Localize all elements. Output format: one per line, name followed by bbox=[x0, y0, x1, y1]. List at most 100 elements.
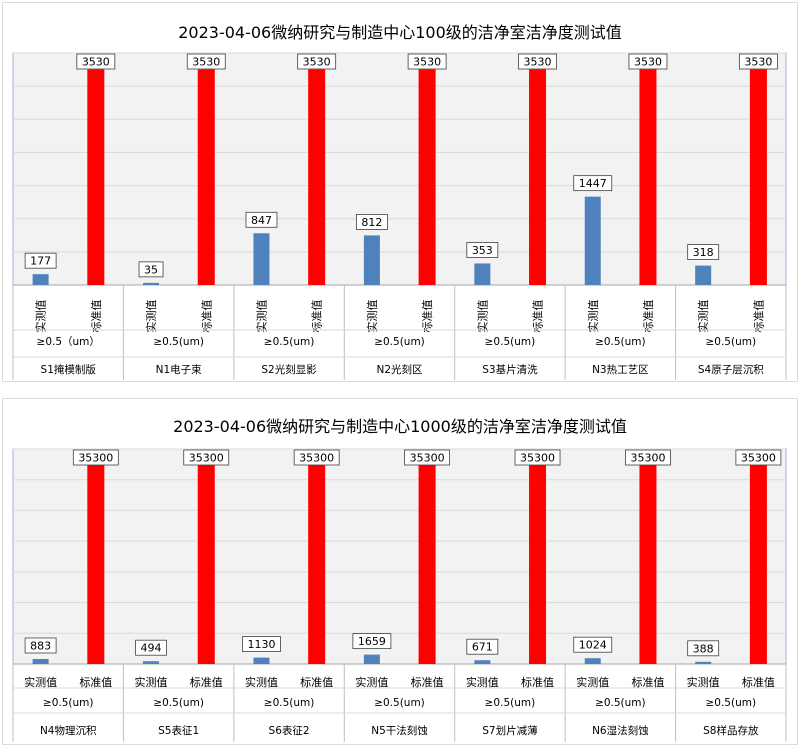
series-tick-label: 标准值 bbox=[631, 675, 664, 689]
series-tick-label: 标准值 bbox=[300, 675, 333, 689]
chart-panel-100: 2023-04-06微纳研究与制造中心100级的洁净室洁净度测试值 177 实测值… bbox=[2, 2, 798, 382]
size-label: ≥0.5(um) bbox=[485, 697, 536, 709]
chart-panel-1000: 2023-04-06微纳研究与制造中心1000级的洁净室洁净度测试值 883 实测… bbox=[2, 398, 798, 745]
data-label-box bbox=[242, 636, 281, 653]
data-label-box bbox=[355, 214, 388, 230]
data-label-box bbox=[297, 53, 337, 70]
chart-title: 2023-04-06微纳研究与制造中心100级的洁净室洁净度测试值 bbox=[178, 23, 622, 42]
plot-area bbox=[12, 448, 787, 665]
size-label: ≥0.5(um) bbox=[374, 336, 425, 348]
category-label: S1掩模制版 bbox=[41, 363, 97, 376]
category-label: S5表征1 bbox=[158, 724, 199, 737]
data-label: 35300 bbox=[189, 452, 224, 465]
category-label: S4原子层沉积 bbox=[698, 363, 764, 376]
series-tick-label: 实测值 bbox=[34, 300, 48, 333]
series-tick-label: 标准值 bbox=[89, 300, 103, 333]
data-label: 1447 bbox=[579, 177, 607, 190]
series-tick-label: 标准值 bbox=[310, 300, 324, 333]
data-label: 35300 bbox=[410, 452, 445, 465]
size-label: ≥0.5(um) bbox=[595, 336, 646, 348]
bar bbox=[32, 659, 49, 664]
bar bbox=[253, 657, 270, 664]
category-label: N3热工艺区 bbox=[592, 363, 649, 376]
data-label: 671 bbox=[472, 641, 493, 654]
category-label: S8样品存放 bbox=[703, 724, 759, 737]
category-label: N6湿法刻蚀 bbox=[592, 724, 649, 737]
data-label-box bbox=[352, 633, 392, 650]
data-label-box bbox=[183, 449, 230, 466]
size-label: ≥0.5(um) bbox=[264, 336, 315, 348]
series-tick-label: 实测值 bbox=[576, 675, 609, 689]
series-tick-label: 标准值 bbox=[420, 300, 434, 333]
data-label: 177 bbox=[30, 255, 51, 268]
data-label: 388 bbox=[693, 642, 714, 655]
data-label-box bbox=[466, 638, 499, 655]
data-label: 3530 bbox=[634, 56, 662, 69]
category-label: S6表征2 bbox=[269, 724, 310, 737]
bar bbox=[143, 661, 160, 664]
size-label: ≥0.5(um) bbox=[705, 697, 756, 709]
bar bbox=[639, 69, 657, 285]
series-tick-label: 实测值 bbox=[135, 675, 168, 689]
data-label: 1659 bbox=[358, 635, 386, 648]
data-label-box bbox=[628, 53, 668, 70]
size-label: ≥0.5(um) bbox=[43, 697, 94, 709]
series-tick-label: 标准值 bbox=[411, 675, 444, 689]
size-label: ≥0.5（um） bbox=[37, 336, 100, 348]
data-label-box bbox=[24, 252, 57, 269]
bar bbox=[529, 464, 547, 664]
category-label: N4物理沉积 bbox=[40, 724, 97, 737]
bar bbox=[584, 196, 601, 285]
bar bbox=[529, 69, 547, 285]
data-label: 1024 bbox=[579, 639, 607, 652]
data-label-box bbox=[735, 449, 782, 466]
data-label-box bbox=[466, 242, 499, 258]
bar bbox=[87, 464, 105, 664]
data-label-box bbox=[738, 53, 778, 70]
size-label: ≥0.5(um) bbox=[264, 697, 315, 709]
data-label: 3530 bbox=[744, 56, 772, 69]
category-label: N2光刻区 bbox=[376, 363, 422, 376]
data-label: 3530 bbox=[524, 56, 552, 69]
data-label: 35 bbox=[144, 263, 158, 276]
category-label: S3基片清洗 bbox=[482, 363, 538, 376]
data-label: 318 bbox=[693, 246, 714, 259]
series-tick-label: 实测值 bbox=[466, 675, 499, 689]
series-tick-label: 实测值 bbox=[144, 300, 158, 333]
bar bbox=[363, 654, 380, 664]
series-tick-label: 标准值 bbox=[190, 675, 223, 689]
data-label: 494 bbox=[141, 642, 162, 655]
bar bbox=[584, 658, 601, 664]
data-label: 35300 bbox=[630, 452, 665, 465]
bar bbox=[87, 69, 105, 285]
data-label-box bbox=[573, 175, 613, 192]
chart-svg-100: 177 实测值 3530 标准值 ≥0.5（um） S1掩模制版 35 实测值 3530 标准值 ≥… bbox=[12, 52, 787, 380]
chart-title: 2023-04-06微纳研究与制造中心1000级的洁净室洁净度测试值 bbox=[173, 417, 627, 436]
series-tick-label: 实测值 bbox=[687, 675, 720, 689]
data-label-box bbox=[514, 449, 561, 466]
series-tick-label: 标准值 bbox=[742, 675, 775, 689]
series-tick-label: 实测值 bbox=[24, 675, 57, 689]
data-label: 35300 bbox=[520, 452, 555, 465]
bar bbox=[639, 464, 657, 664]
data-label-box bbox=[404, 449, 451, 466]
series-tick-label: 标准值 bbox=[751, 300, 765, 333]
plot-area bbox=[12, 52, 787, 286]
series-tick-label: 标准值 bbox=[531, 300, 545, 333]
size-label: ≥0.5(um) bbox=[374, 697, 425, 709]
size-label: ≥0.5(um) bbox=[153, 697, 204, 709]
series-tick-label: 标准值 bbox=[199, 300, 213, 333]
series-tick-label: 实测值 bbox=[586, 300, 600, 333]
size-label: ≥0.5(um) bbox=[485, 336, 536, 348]
category-label: N1电子束 bbox=[156, 363, 203, 376]
category-label: S7划片减薄 bbox=[482, 724, 537, 737]
bar bbox=[695, 661, 712, 664]
bar bbox=[308, 464, 326, 664]
data-label-box bbox=[24, 637, 57, 654]
series-tick-label: 实测值 bbox=[355, 675, 388, 689]
bar bbox=[474, 263, 491, 285]
data-label: 1130 bbox=[247, 638, 275, 651]
series-tick-label: 实测值 bbox=[696, 300, 710, 333]
bar bbox=[418, 69, 436, 285]
data-label-box bbox=[293, 449, 340, 466]
